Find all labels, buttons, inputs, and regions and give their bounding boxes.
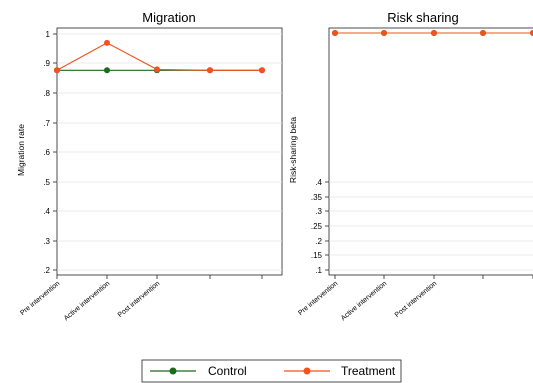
risk-sharing-y-tick-label: .25 — [311, 222, 323, 231]
risk-sharing-treatment-point — [431, 30, 437, 36]
migration-y-axis-label: Migration rate — [16, 124, 26, 176]
legend-item-control: Control — [150, 364, 247, 378]
risk-sharing-treatment-point — [480, 30, 486, 36]
legend-control-label: Control — [208, 364, 247, 378]
migration-y-tick-label: .6 — [43, 148, 50, 157]
migration-plot-area — [56, 27, 283, 276]
legend-treatment-marker — [303, 367, 311, 375]
legend-box — [141, 359, 402, 383]
migration-treatment-point — [54, 67, 60, 74]
risk-sharing-treatment-point — [332, 30, 338, 36]
risk-sharing-y-tick-label: .2 — [315, 237, 322, 246]
migration-treatment-point — [259, 67, 265, 74]
migration-y-tick-label: .4 — [43, 207, 50, 216]
legend-control-marker — [169, 367, 177, 375]
migration-treatment-point — [154, 66, 160, 73]
risk-sharing-y-tick-label: .4 — [315, 178, 322, 187]
legend-item-treatment: Treatment — [284, 364, 396, 378]
migration-y-tick-label: .5 — [43, 178, 50, 187]
legend: Control Treatment — [141, 359, 402, 383]
migration-y-tick-label: .7 — [43, 119, 50, 128]
migration-y-tick-label: .9 — [43, 59, 50, 68]
migration-title: Migration — [142, 10, 195, 25]
risk-sharing-treatment-point — [530, 30, 533, 36]
risk-sharing-y-axis-label: Risk-sharing beta — [288, 117, 298, 183]
risk-sharing-treatment-point — [381, 30, 387, 36]
migration-treatment-point — [207, 67, 213, 74]
risk-sharing-y-tick-label: .1 — [315, 266, 322, 275]
risk-sharing-y-tick-label: .35 — [311, 193, 323, 202]
risk-sharing-y-tick-label: .15 — [311, 251, 323, 260]
migration-treatment-point — [104, 39, 110, 46]
migration-y-tick-label: 1 — [46, 30, 51, 39]
legend-treatment-label: Treatment — [341, 364, 396, 378]
migration-y-tick-label: .2 — [43, 266, 50, 275]
migration-y-tick-label: .3 — [43, 237, 50, 246]
risk-sharing-title: Risk sharing — [387, 10, 459, 25]
migration-control-point — [104, 67, 110, 74]
risk-sharing-y-tick-label: .3 — [315, 207, 322, 216]
risk-sharing-plot-area — [328, 27, 533, 276]
migration-y-tick-label: .8 — [43, 89, 50, 98]
